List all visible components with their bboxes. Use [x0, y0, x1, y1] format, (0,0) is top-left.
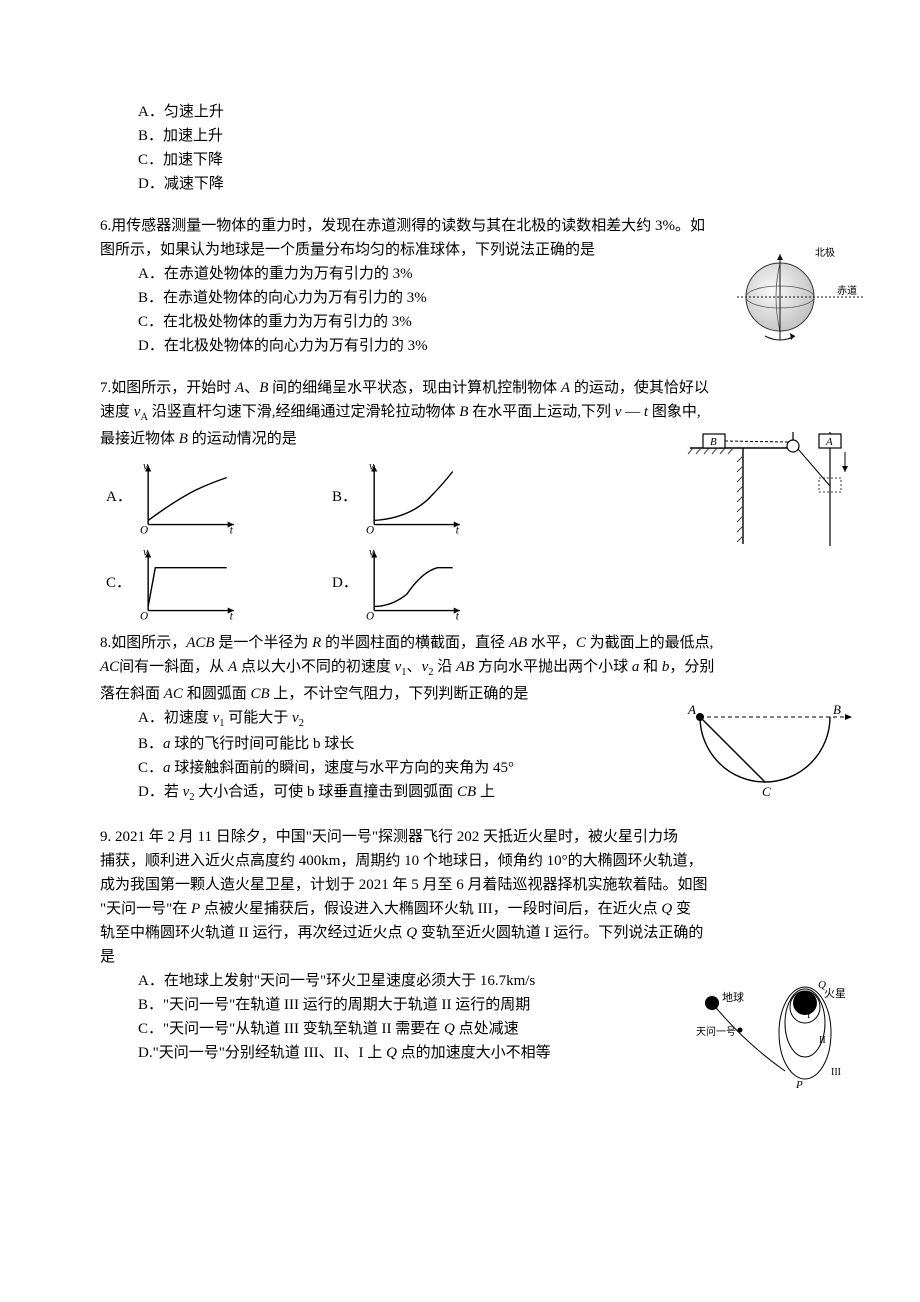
question-7: 7.如图所示，开始时 A、B 间的细绳呈水平状态，现由计算机控制物体 A 的运动…: [100, 376, 835, 623]
svg-text:v: v: [143, 460, 148, 472]
q7-label-B: B．: [326, 485, 354, 509]
svg-text:II: II: [819, 1035, 826, 1046]
svg-text:t: t: [456, 525, 460, 537]
q9-stem-line2: 捕获，顺利进入近火点高度约 400km，周期约 10 个地球日，倾角约 10°的…: [100, 849, 835, 873]
q7-graph-C: v t O: [140, 543, 242, 623]
q9-stem-line1: 9. 2021 年 2 月 11 日除夕，中国"天问一号"探测器飞行 202 天…: [100, 825, 835, 849]
q8-stem-line2: AC间有一斜面，从 A 点以大小不同的初速度 v1、v2 沿 AB 方向水平抛出…: [100, 655, 835, 682]
q5-opt-C: C．加速下降: [138, 148, 835, 172]
svg-text:B: B: [710, 436, 717, 448]
svg-text:O: O: [140, 611, 148, 623]
svg-text:地球: 地球: [722, 990, 744, 1004]
svg-text:I: I: [807, 1010, 810, 1021]
q6-stem-line1: 6.用传感器测量一物体的重力时，发现在赤道测得的读数与其在北极的读数相差大约 3…: [100, 214, 835, 238]
q8-stem-line1: 8.如图所示，ACB 是一个半径为 R 的半圆柱面的横截面，直径 AB 水平，C…: [100, 631, 835, 655]
svg-text:t: t: [456, 611, 460, 623]
svg-text:v: v: [369, 460, 374, 472]
question-5-options: A．匀速上升 B．加速上升 C．加速下降 D．减速下降: [100, 100, 835, 196]
q5-opt-D: D．减速下降: [138, 172, 835, 196]
q7-figure: B A: [685, 426, 850, 564]
q5-opt-B: B．加速上升: [138, 124, 835, 148]
q7-stem-line2: 速度 vA 沿竖直杆匀速下滑,经细绳通过定滑轮拉动物体 B 在水平面上运动,下列…: [100, 400, 835, 427]
q9-stem-line3: 成为我国第一颗人造火星卫星，计划于 2021 年 5 月至 6 月着陆巡视器择机…: [100, 873, 835, 897]
svg-text:v: v: [143, 546, 148, 558]
question-6: 6.用传感器测量一物体的重力时，发现在赤道测得的读数与其在北极的读数相差大约 3…: [100, 214, 835, 358]
q5-options: A．匀速上升 B．加速上升 C．加速下降 D．减速下降: [100, 100, 835, 196]
north-pole-label: 北极: [815, 246, 835, 259]
svg-text:Q: Q: [818, 979, 826, 991]
svg-text:v: v: [369, 546, 374, 558]
q7-label-D: D．: [326, 571, 354, 595]
svg-text:A: A: [687, 702, 696, 717]
q7-label-C: C．: [100, 571, 128, 595]
q7-stem-line1: 7.如图所示，开始时 A、B 间的细绳呈水平状态，现由计算机控制物体 A 的运动…: [100, 376, 835, 400]
svg-text:t: t: [230, 525, 234, 537]
svg-text:天问一号: 天问一号: [696, 1025, 736, 1038]
q9-figure: 地球 天问一号 火星 Q I II III P: [690, 973, 865, 1101]
q9-stem-line4: "天问一号"在 P 点被火星捕获后，假设进入大椭圆环火轨 III，一段时间后，在…: [100, 897, 835, 921]
svg-text:A: A: [825, 436, 833, 448]
equator-label: 赤道: [837, 284, 857, 297]
question-8: 8.如图所示，ACB 是一个半径为 R 的半圆柱面的横截面，直径 AB 水平，C…: [100, 631, 835, 807]
q7-graph-B: v t O: [366, 457, 468, 537]
q7-label-A: A．: [100, 485, 128, 509]
q9-stem-line5: 轨至中椭圆环火轨道 II 运行，再次经过近火点 Q 变轨至近火圆轨道 I 运行。…: [100, 921, 835, 945]
svg-text:O: O: [366, 611, 374, 623]
q9-stem-line6: 是: [100, 945, 835, 969]
svg-text:O: O: [366, 525, 374, 537]
svg-text:火星: 火星: [824, 987, 846, 1000]
svg-text:P: P: [795, 1079, 803, 1091]
q7-graph-A: v t O: [140, 457, 242, 537]
svg-text:B: B: [833, 702, 841, 717]
svg-text:t: t: [230, 611, 234, 623]
q8-figure: A B C: [680, 699, 855, 807]
svg-text:O: O: [140, 525, 148, 537]
svg-text:III: III: [831, 1067, 841, 1078]
question-9: 9. 2021 年 2 月 11 日除夕，中国"天问一号"探测器飞行 202 天…: [100, 825, 835, 1065]
svg-text:C: C: [762, 784, 771, 799]
q7-graph-D: v t O: [366, 543, 468, 623]
q6-figure: 北极 赤道: [725, 242, 865, 360]
q5-opt-A: A．匀速上升: [138, 100, 835, 124]
